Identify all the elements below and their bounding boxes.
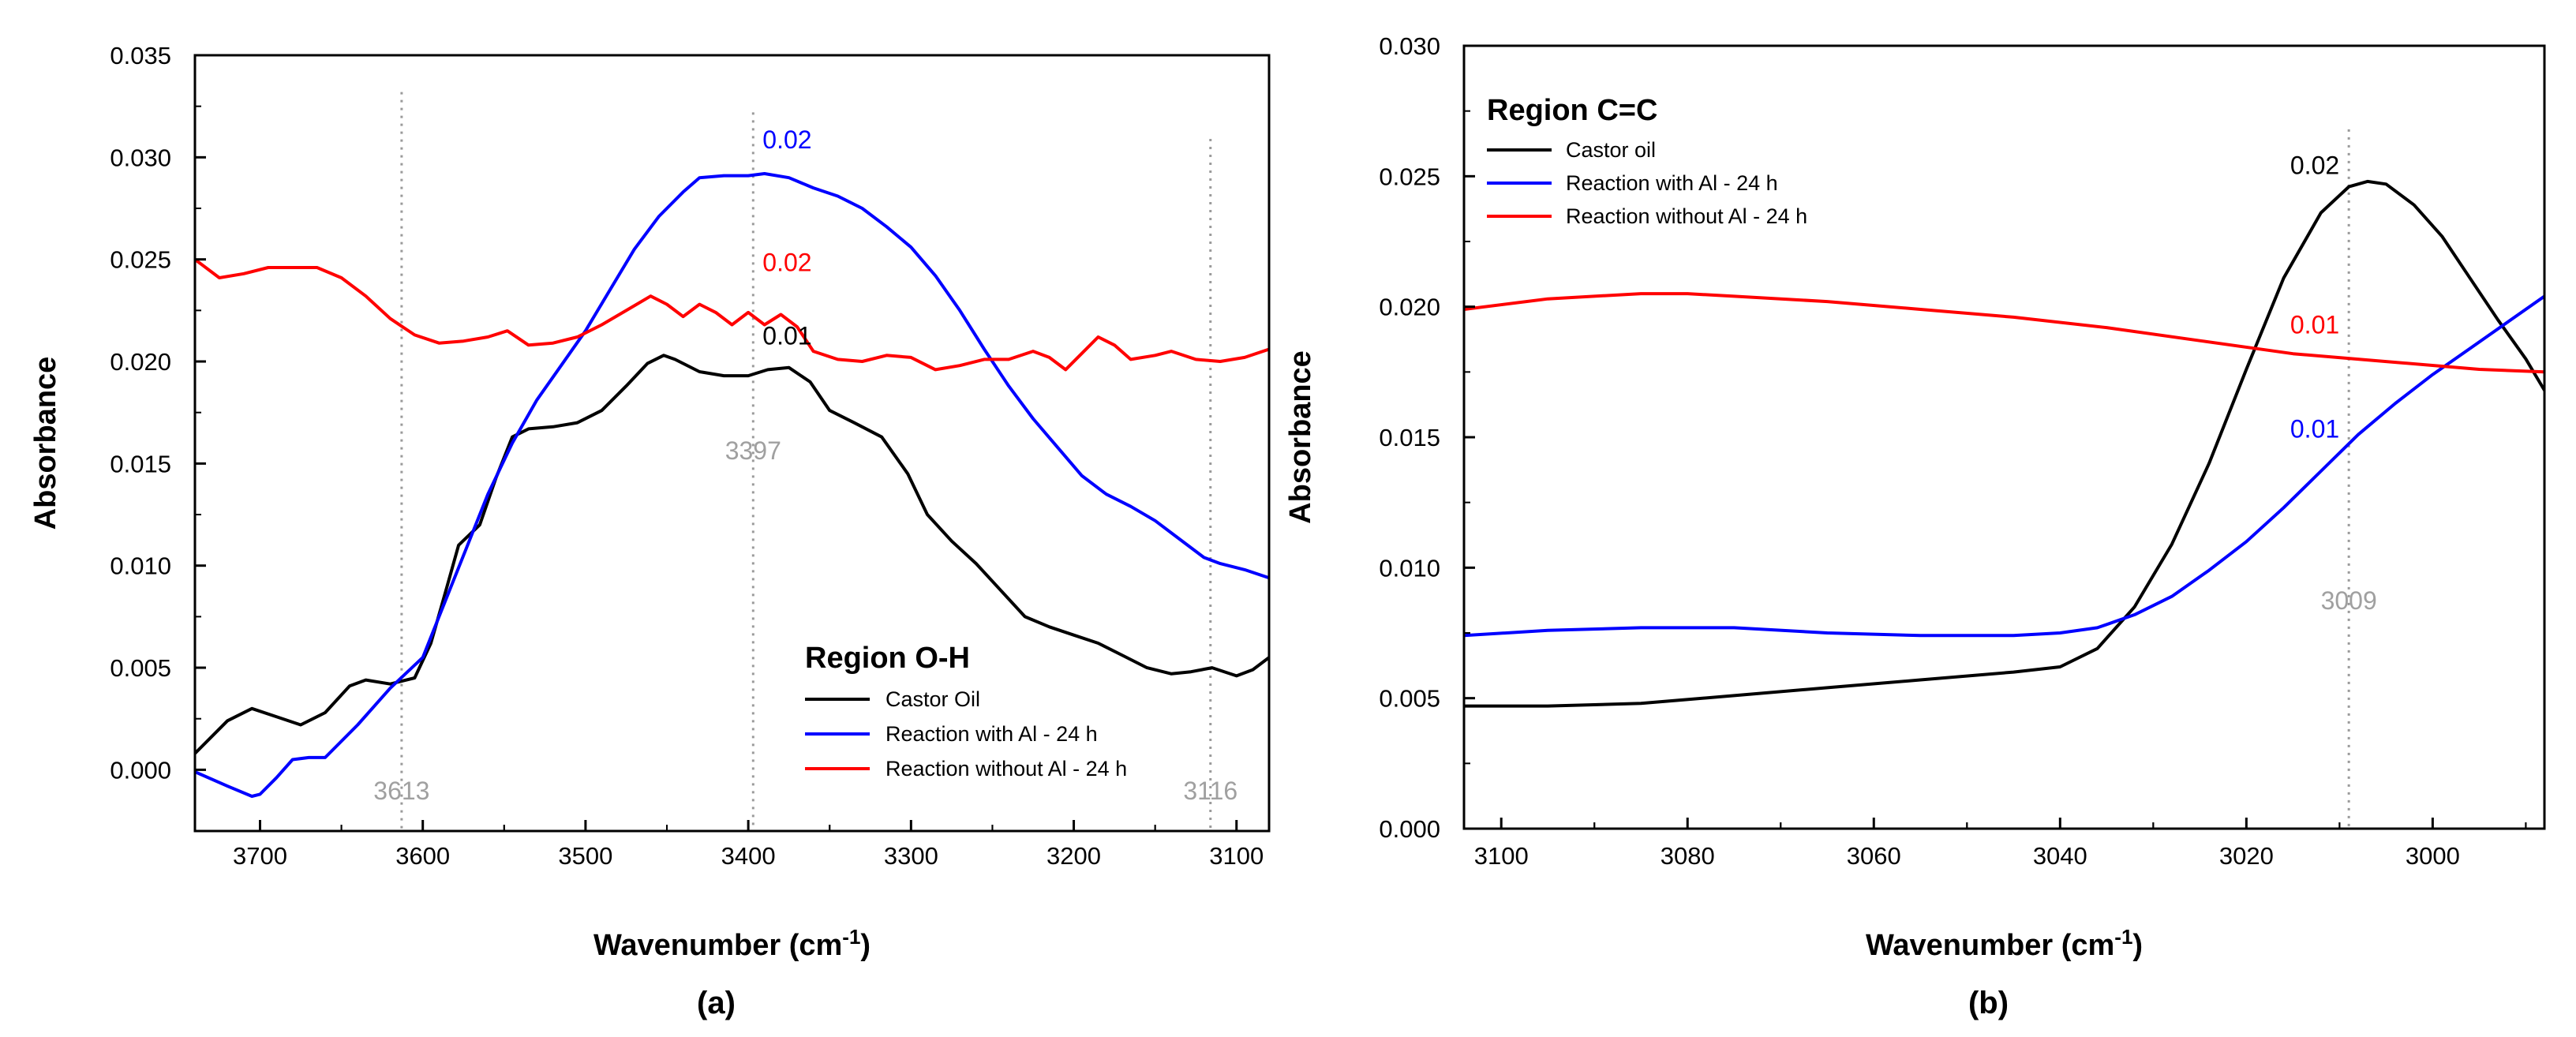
y-tick-label: 0.020 xyxy=(110,348,171,376)
y-tick-label: 0.025 xyxy=(1379,163,1440,190)
x-tick-label: 3000 xyxy=(2406,842,2460,870)
panel-label: (b) xyxy=(1968,986,2009,1020)
reference-label: 3397 xyxy=(725,436,781,465)
y-tick-label: 0.015 xyxy=(1379,424,1440,451)
reference-label: 3009 xyxy=(2321,586,2377,615)
legend-entry: Reaction with Al - 24 h xyxy=(1566,171,1778,195)
legend-entry: Castor oil xyxy=(1566,138,1656,162)
y-tick-label: 0.010 xyxy=(1379,554,1440,582)
value-annotation: 0.01 xyxy=(2290,310,2339,339)
y-axis-title: Absorbance xyxy=(29,357,62,530)
x-tick-label: 3040 xyxy=(2033,842,2087,870)
x-tick-label: 3020 xyxy=(2219,842,2274,870)
panel-label: (a) xyxy=(697,986,736,1020)
y-tick-label: 0.020 xyxy=(1379,294,1440,321)
x-tick-label: 3080 xyxy=(1661,842,1715,870)
legend-entry: Reaction with Al - 24 h xyxy=(886,722,1098,746)
value-annotation: 0.02 xyxy=(2290,152,2339,180)
x-tick-label: 3100 xyxy=(1474,842,1529,870)
x-tick-label: 3300 xyxy=(884,842,938,870)
legend-entry: Castor Oil xyxy=(886,687,980,711)
y-tick-label: 0.030 xyxy=(110,144,171,171)
series-line-1 xyxy=(195,172,1269,798)
plot-frame xyxy=(1462,44,2546,830)
reference-label: 3116 xyxy=(1183,777,1237,805)
series-line-1 xyxy=(1464,294,2544,638)
x-tick-label: 3400 xyxy=(721,842,776,870)
chart-panel-a: 3613 3397 3116 0.02 0.02 0.01 0.000 0.005 0.010 0… xyxy=(29,42,1271,1020)
value-annotation: 0.01 xyxy=(762,322,811,350)
series-line-2 xyxy=(1464,292,2544,374)
y-tick-label: 0.005 xyxy=(1379,685,1440,713)
legend: Region O-H Castor Oil Reaction with Al - 2… xyxy=(805,642,1127,781)
x-tick-label: 3700 xyxy=(233,842,287,870)
legend-entry: Reaction without Al - 24 h xyxy=(886,757,1127,781)
y-tick-label: 0.030 xyxy=(1379,32,1440,60)
value-annotation: 0.01 xyxy=(2290,415,2339,444)
value-annotation: 0.02 xyxy=(762,125,811,154)
x-tick-label: 3100 xyxy=(1209,842,1264,870)
plot-frame xyxy=(193,54,1271,833)
x-tick-label: 3060 xyxy=(1847,842,1901,870)
x-tick-label: 3500 xyxy=(558,842,612,870)
legend-entry: Reaction without Al - 24 h xyxy=(1566,204,1807,228)
series-line-0 xyxy=(1464,179,2544,708)
x-tick-label: 3600 xyxy=(395,842,450,870)
x-axis-title: Wavenumber (cm-1) xyxy=(1866,925,2143,962)
y-tick-label: 0.005 xyxy=(110,654,171,682)
series-line-2 xyxy=(195,257,1269,372)
series-line-0 xyxy=(195,354,1269,755)
y-tick-label: 0.025 xyxy=(110,246,171,274)
y-axis-title: Absorbance xyxy=(1284,350,1317,524)
chart-panel-b: 3009 0.02 0.01 0.01 0.000 0.005 0.010 0.015 0.02… xyxy=(1284,32,2546,1020)
y-tick-label: 0.035 xyxy=(110,42,171,69)
legend: Region C=C Castor oil Reaction with Al - 2… xyxy=(1487,94,1807,228)
legend-title: Region O-H xyxy=(805,642,970,675)
y-tick-label: 0.000 xyxy=(110,756,171,784)
x-tick-label: 3200 xyxy=(1046,842,1101,870)
y-tick-label: 0.010 xyxy=(110,552,171,580)
reference-label: 3613 xyxy=(373,777,429,805)
y-tick-label: 0.000 xyxy=(1379,815,1440,843)
legend-title: Region C=C xyxy=(1487,94,1657,127)
value-annotation: 0.02 xyxy=(762,248,811,276)
x-axis-title: Wavenumber (cm-1) xyxy=(593,925,871,962)
y-tick-label: 0.015 xyxy=(110,450,171,477)
